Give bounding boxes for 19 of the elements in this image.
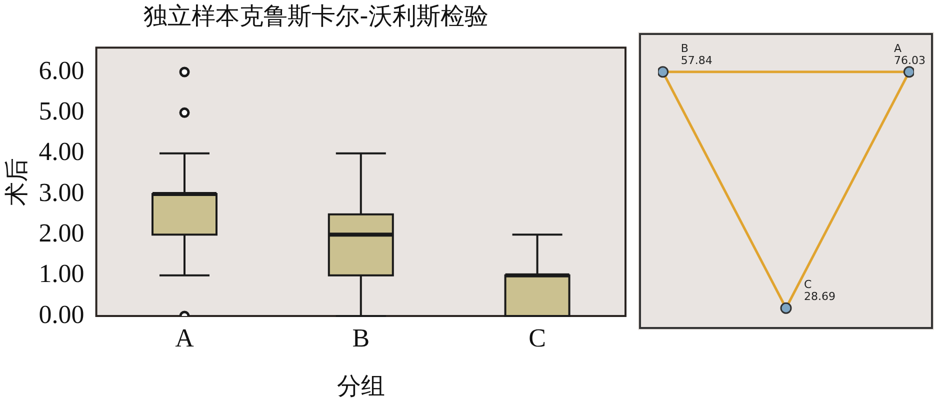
y-tick-label: 1.00 (38, 259, 84, 288)
data-label: 28.69 (804, 290, 836, 304)
y-tick-label: 2.00 (38, 218, 84, 248)
y-tick-label: 0.00 (38, 300, 84, 329)
chart-title: 独立样本克鲁斯卡尔-沃利斯检验 (142, 1, 490, 30)
y-tick-label: 3.00 (38, 178, 84, 207)
x-axis-title: 分组 (336, 372, 385, 400)
y-tick-label: 5.00 (38, 96, 84, 126)
category-label: B (680, 42, 688, 55)
x-tick-label: B (352, 323, 370, 352)
category-label: A (894, 42, 902, 55)
y-axis-title: 术后 (2, 158, 31, 206)
category-label: C (804, 278, 812, 292)
x-tick-label: C (528, 323, 546, 352)
data-label: 57.84 (680, 54, 712, 67)
y-tick-label: 6.00 (38, 56, 84, 85)
x-tick-label: A (175, 323, 194, 352)
data-label: 76.03 (894, 54, 926, 67)
y-tick-label: 4.00 (38, 137, 84, 166)
